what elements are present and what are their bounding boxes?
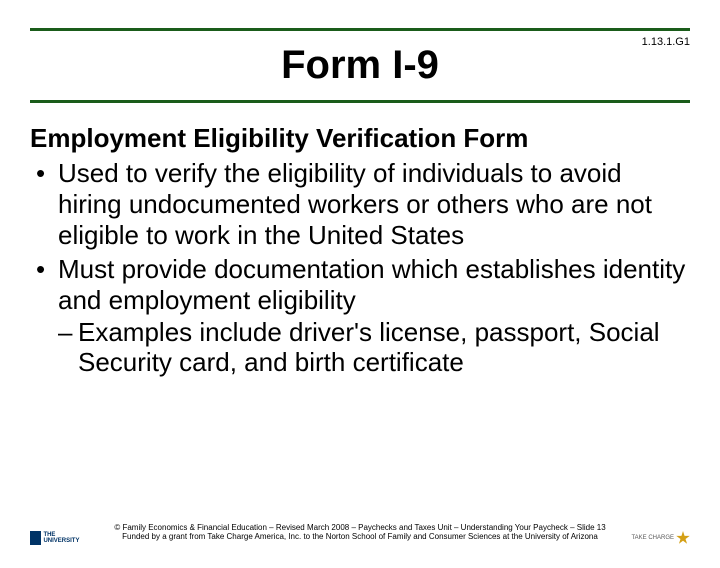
footer-copyright: © Family Economics & Financial Education… xyxy=(0,523,720,542)
bullet-item: Used to verify the eligibility of indivi… xyxy=(30,158,690,252)
sub-bullet-item: Examples include driver's license, passp… xyxy=(30,318,690,378)
footer-line-2: Funded by a grant from Take Charge Ameri… xyxy=(0,532,720,542)
footer-line-1: © Family Economics & Financial Education… xyxy=(0,523,720,533)
page-title: Form I-9 xyxy=(30,43,690,88)
footer-logo-right: TAKE CHARGE xyxy=(630,530,690,546)
bullet-list: Used to verify the eligibility of indivi… xyxy=(30,158,690,378)
content-area: Employment Eligibility Verification Form… xyxy=(30,123,690,378)
star-icon xyxy=(676,531,690,545)
slide-number: 1.13.1.G1 xyxy=(642,36,690,48)
subheading: Employment Eligibility Verification Form xyxy=(30,123,690,154)
tcc-logo-text: TAKE CHARGE xyxy=(631,535,674,541)
bullet-item: Must provide documentation which establi… xyxy=(30,254,690,316)
title-block: Form I-9 xyxy=(30,28,690,103)
